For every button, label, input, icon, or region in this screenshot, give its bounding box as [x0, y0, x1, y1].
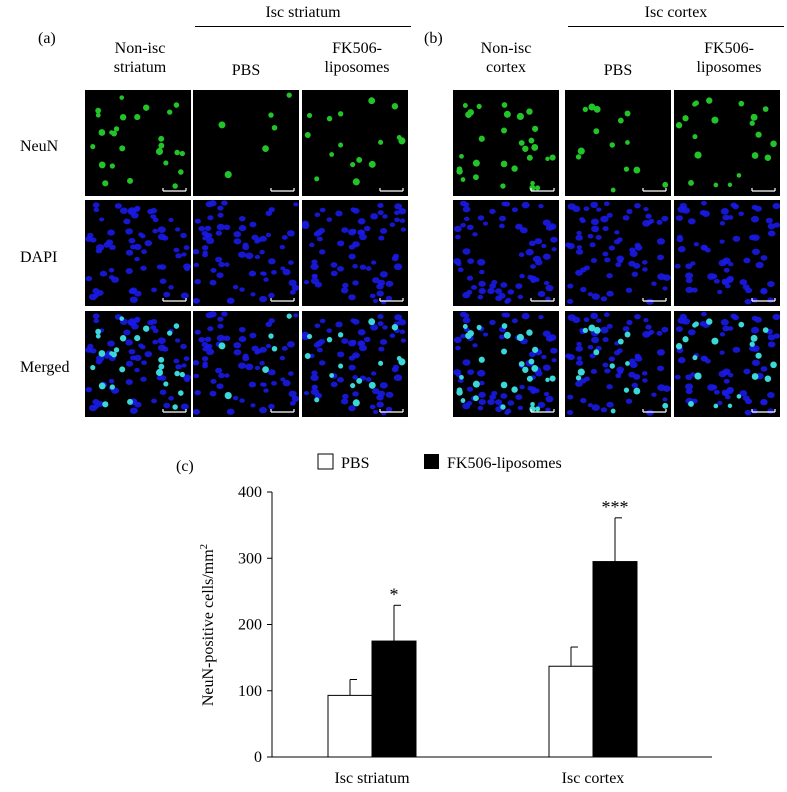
bar-pbs [548, 665, 594, 758]
scale-bar [379, 188, 404, 192]
bar-fk506 [592, 561, 638, 758]
micrograph-dapi-fk506-cortex [674, 200, 780, 306]
micrograph-dapi-non-isc-striatum [85, 200, 191, 306]
col-header-fk506-striatum: FK506- liposomes [324, 40, 390, 76]
scale-bar [530, 188, 555, 192]
scale-bar [162, 188, 187, 192]
row-label-merged: Merged [20, 359, 70, 376]
col-header-pbs-striatum: PBS [231, 62, 261, 79]
scale-bar [379, 409, 404, 413]
y-ticks: 0 100 200 300 400 [238, 484, 272, 766]
scale-bar [530, 298, 555, 302]
micrograph-dapi-pbs-striatum [193, 200, 299, 306]
scale-bar [751, 188, 776, 192]
row-label-dapi: DAPI [20, 249, 58, 266]
y-tick-label: 300 [238, 550, 262, 567]
row-label-neun: NeuN [20, 138, 59, 155]
micrograph-neun-pbs-cortex [565, 90, 671, 196]
panel-b-group-header: Isc cortex [644, 4, 708, 21]
panel-b-label: (b) [424, 30, 443, 47]
scale-bar [642, 188, 667, 192]
micrograph-merged-fk506-cortex [674, 311, 780, 417]
panel-a-group-header: Isc striatum [265, 4, 341, 21]
micrograph-dapi-fk506-striatum [302, 200, 408, 306]
legend-label-fk506: FK506-liposomes [447, 455, 562, 472]
scale-bar [162, 298, 187, 302]
y-tick-label: 200 [238, 617, 262, 634]
legend-swatch-fk506 [424, 454, 439, 469]
micrograph-dapi-non-isc-cortex [453, 200, 559, 306]
micrograph-neun-fk506-cortex [674, 90, 780, 196]
bar-chart: (c) PBS FK506-liposomes NeuN-positive ce… [176, 453, 712, 787]
significance-marker: *** [602, 497, 629, 517]
legend-label-pbs: PBS [341, 455, 369, 472]
col-header-pbs-cortex: PBS [603, 62, 633, 79]
x-tick-label: Isc cortex [562, 770, 625, 787]
x-tick-label: Isc striatum [334, 770, 410, 787]
y-tick-label: 400 [238, 484, 262, 501]
scale-bar [162, 409, 187, 413]
scale-bar [270, 409, 295, 413]
micrograph-merged-non-isc-striatum [85, 311, 191, 417]
panel-a-group-underline [195, 26, 411, 27]
col-header-non-isc-striatum: Non-isc striatum [113, 40, 167, 76]
micrograph-merged-pbs-cortex [565, 311, 671, 417]
scale-bar [642, 298, 667, 302]
scale-bar [751, 298, 776, 302]
bar-fk506 [371, 640, 417, 758]
scale-bar [270, 188, 295, 192]
panel-c-label: (c) [176, 458, 194, 475]
micrograph-merged-fk506-striatum [302, 311, 408, 417]
micrograph-neun-non-isc-striatum [85, 90, 191, 196]
col-header-fk506-cortex: FK506- liposomes [696, 40, 762, 76]
bar-pbs [327, 694, 373, 758]
significance-marker: * [390, 584, 399, 604]
micrograph-neun-pbs-striatum [193, 90, 299, 196]
legend-swatch-pbs [317, 453, 334, 470]
panel-b-group-underline [568, 26, 784, 27]
micrograph-merged-pbs-striatum [193, 311, 299, 417]
y-tick-label: 0 [254, 749, 262, 766]
scale-bar [379, 298, 404, 302]
col-header-non-isc-cortex: Non-isc cortex [480, 40, 532, 76]
micrograph-neun-non-isc-cortex [453, 90, 559, 196]
micrograph-dapi-pbs-cortex [565, 200, 671, 306]
micrograph-neun-fk506-striatum [302, 90, 408, 196]
bars: * Isc striatum *** Isc cortex [327, 497, 638, 787]
micrograph-merged-non-isc-cortex [453, 311, 559, 417]
scale-bar [530, 409, 555, 413]
scale-bar [642, 409, 667, 413]
y-tick-label: 100 [238, 683, 262, 700]
y-axis-label: NeuN-positive cells/mm2 [198, 544, 217, 706]
scale-bar [270, 298, 295, 302]
panel-a-label: (a) [38, 30, 56, 47]
scale-bar [751, 409, 776, 413]
